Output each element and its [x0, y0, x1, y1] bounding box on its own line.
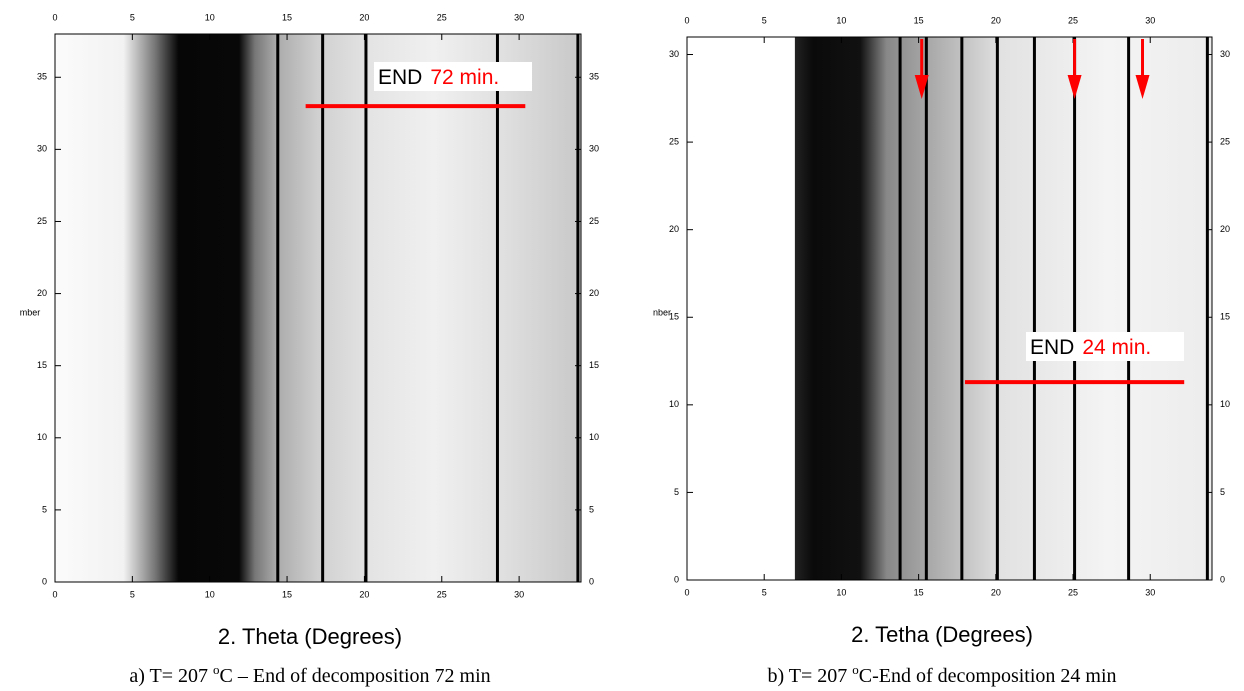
arrow-head: [1135, 75, 1150, 99]
x-tick-label: 15: [914, 587, 924, 597]
x-tick-label: 30: [1145, 587, 1155, 597]
x-tick-label: 10: [205, 589, 215, 599]
x-tick-label: 10: [836, 587, 846, 597]
x-axis-title: 2. Theta (Degrees): [218, 624, 402, 649]
x-axis-title: 2. Tetha (Degrees): [851, 622, 1033, 647]
end-word: END: [1030, 336, 1074, 359]
x-tick-label: 0: [684, 587, 689, 597]
y-tick-label: 10: [1220, 399, 1230, 409]
end-time: 24 min.: [1082, 336, 1151, 359]
intensity-map: [687, 37, 1212, 580]
x-tick-label: 15: [914, 15, 924, 25]
end-label: END 72 min.: [378, 66, 499, 89]
y-tick-label: 0: [42, 576, 47, 586]
y-tick-label: 10: [37, 432, 47, 442]
caption: b) T= 207 oC-End of decomposition 24 min: [767, 662, 1116, 687]
label-backdrop: [1026, 332, 1184, 361]
y-tick-label: 25: [669, 136, 679, 146]
y-tick-label: 20: [669, 224, 679, 234]
y-tick-label: 0: [1220, 574, 1225, 584]
x-tick-label: 30: [514, 589, 524, 599]
x-tick-label: 15: [282, 12, 292, 22]
y-tick-label: 15: [669, 312, 679, 322]
y-tick-label: 5: [674, 487, 679, 497]
y-tick-label: 5: [42, 504, 47, 514]
y-tick-label: 30: [589, 144, 599, 154]
y-tick-label: 15: [37, 360, 47, 370]
y-tick-label: 0: [589, 576, 594, 586]
caption-superscript: o: [213, 662, 220, 677]
y-tick-label: 15: [589, 360, 599, 370]
y-tick-label: 20: [589, 288, 599, 298]
y-tick-label: 25: [1220, 136, 1230, 146]
x-tick-label: 20: [991, 15, 1001, 25]
x-tick-label: 0: [684, 15, 689, 25]
y-tick-label: 35: [589, 72, 599, 82]
y-tick-label: 30: [37, 144, 47, 154]
x-tick-label: 20: [359, 589, 369, 599]
y-tick-label: 5: [589, 504, 594, 514]
x-tick-label: 20: [991, 587, 1001, 597]
caption-superscript: o: [852, 662, 859, 677]
label-backdrop: [374, 62, 532, 91]
y-tick-label: 30: [669, 49, 679, 59]
caption: a) T= 207 oC – End of decomposition 72 m…: [129, 662, 490, 687]
plot-frame: [686, 36, 1213, 581]
y-tick-label: 20: [37, 288, 47, 298]
y-tick-label: 25: [589, 216, 599, 226]
x-tick-label: 15: [282, 589, 292, 599]
y-tick-label: 25: [37, 216, 47, 226]
x-tick-label: 25: [1068, 587, 1078, 597]
y-tick-label: 35: [37, 72, 47, 82]
caption-prefix: b) T= 207: [767, 665, 852, 687]
x-tick-label: 25: [437, 12, 447, 22]
y-tick-label: 30: [1220, 49, 1230, 59]
y-tick-label: 20: [1220, 224, 1230, 234]
arrow-head: [1067, 75, 1082, 99]
x-tick-label: 5: [762, 587, 767, 597]
x-tick-label: 20: [359, 12, 369, 22]
plot-frame: [54, 33, 582, 583]
x-tick-label: 5: [762, 15, 767, 25]
y-tick-label: 5: [1220, 487, 1225, 497]
x-tick-label: 5: [130, 589, 135, 599]
x-tick-label: 0: [52, 589, 57, 599]
x-tick-label: 25: [1068, 15, 1078, 25]
x-tick-label: 10: [205, 12, 215, 22]
caption-suffix: C – End of decomposition 72 min: [220, 665, 491, 687]
x-tick-label: 30: [514, 12, 524, 22]
y-tick-label: 15: [1220, 312, 1230, 322]
intensity-map: [55, 34, 581, 582]
y-tick-label: 0: [674, 574, 679, 584]
x-tick-label: 5: [130, 12, 135, 22]
caption-prefix: a) T= 207: [129, 665, 213, 687]
y-axis-title: mber: [20, 307, 41, 317]
y-axis-title: nber: [653, 307, 671, 317]
end-label: END 24 min.: [1030, 336, 1151, 359]
end-time: 72 min.: [430, 66, 499, 89]
arrow-head: [914, 75, 929, 99]
x-tick-label: 10: [836, 15, 846, 25]
x-tick-label: 0: [52, 12, 57, 22]
end-word: END: [378, 66, 422, 89]
caption-suffix: C-End of decomposition 24 min: [859, 665, 1117, 687]
y-tick-label: 10: [589, 432, 599, 442]
x-tick-label: 30: [1145, 15, 1155, 25]
x-tick-label: 25: [437, 589, 447, 599]
y-tick-label: 10: [669, 399, 679, 409]
